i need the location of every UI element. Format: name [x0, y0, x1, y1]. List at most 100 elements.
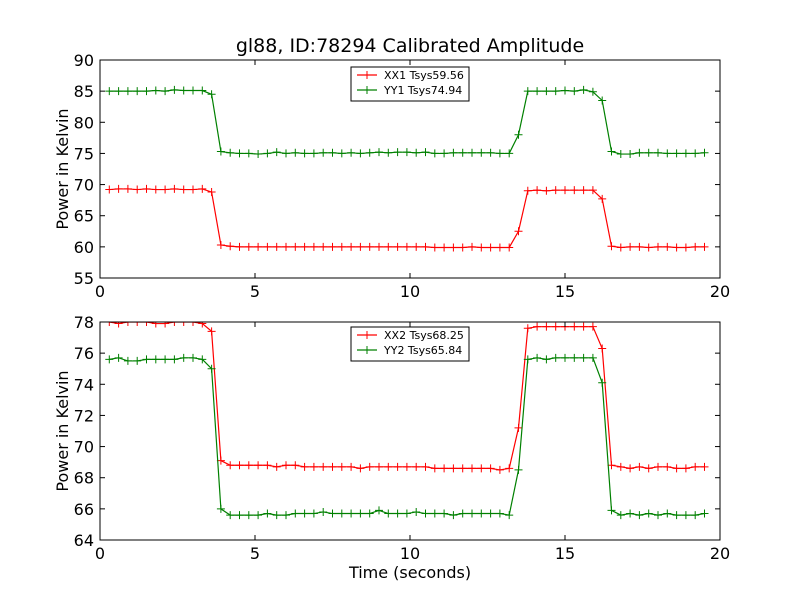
bottom-series-1-point [412, 462, 421, 471]
bottom-series-1-point [337, 462, 346, 471]
bottom-series-2-point [291, 509, 300, 518]
bottom-series-2-point [477, 509, 486, 518]
top-series-2-point [393, 148, 402, 157]
top-series-2-point [179, 86, 188, 95]
bottom-series-2-point [523, 355, 532, 364]
top-series-1-point [179, 185, 188, 194]
bottom-series-2-point [440, 509, 449, 518]
top-series-1-point [663, 242, 672, 251]
top-y-tick-label: 85 [74, 82, 94, 101]
bottom-series-1-point [198, 322, 207, 328]
top-series-1-point [235, 242, 244, 251]
bottom-legend-marker-1 [363, 331, 371, 339]
top-series-1-point [616, 243, 625, 252]
bottom-x-tick-label: 0 [95, 544, 105, 563]
top-series-2-point [533, 87, 542, 96]
bottom-series-1-point [393, 462, 402, 471]
bottom-legend-label-2: YY2 Tsys65.84 [383, 344, 462, 357]
bottom-series-1-point [635, 462, 644, 471]
top-series-1-point [226, 242, 235, 251]
top-series-2-point [412, 148, 421, 157]
bottom-y-tick-label: 72 [74, 406, 94, 425]
top-legend: XX1 Tsys59.56 YY1 Tsys74.94 [350, 66, 470, 102]
top-x-tick-label: 5 [250, 282, 260, 301]
bottom-series-2-point [151, 355, 160, 364]
top-series-1-point [486, 243, 495, 252]
bottom-series-2-point [114, 353, 123, 362]
top-series-1-point [402, 242, 411, 251]
bottom-legend-box [350, 326, 470, 362]
top-series-1-point [691, 242, 700, 251]
top-series-1-point [449, 243, 458, 252]
top-series-1-point [681, 243, 690, 252]
bottom-series-1-point [235, 461, 244, 470]
top-series-1-point [505, 243, 514, 252]
bottom-series-2-point [328, 509, 337, 518]
bottom-series-2-point [161, 355, 170, 364]
bottom-series-2-point [505, 511, 514, 520]
bottom-series-2-point [263, 509, 272, 518]
bottom-series-1-point [328, 462, 337, 471]
bottom-series-1-point [523, 324, 532, 333]
bottom-series-2-point [672, 511, 681, 520]
bottom-series-1-point [133, 322, 142, 326]
bottom-series-2-point [449, 511, 458, 520]
top-y-tick-label: 55 [74, 269, 94, 288]
bottom-series-2-point [542, 355, 551, 364]
bottom-series-1-point [375, 462, 383, 471]
bottom-series-1-point [486, 464, 495, 473]
top-series-1-point [495, 243, 504, 252]
top-series-2-point [570, 87, 579, 96]
bottom-series-2-point [179, 353, 188, 362]
bottom-series-2-point [551, 353, 560, 362]
bottom-series-2-point [198, 355, 207, 364]
bottom-series-2-point [282, 511, 290, 520]
bottom-series-1-point [319, 462, 328, 471]
bottom-series-2-point [272, 511, 281, 520]
chart-title: gl88, ID:78294 Calibrated Amplitude [236, 35, 584, 57]
top-series-2-point [123, 87, 132, 96]
bottom-series-1-point [579, 322, 588, 331]
bottom-x-tick-label: 15 [555, 544, 575, 563]
bottom-series-1-point [626, 464, 635, 473]
top-series-2-point [375, 148, 383, 157]
top-series-2-point [114, 87, 123, 96]
top-series-1-point [263, 242, 272, 251]
bottom-series-1-point [672, 464, 681, 473]
top-series-2-point [514, 130, 523, 139]
bottom-series-1-point [309, 462, 318, 471]
bottom-series-1-point [272, 462, 281, 471]
top-series-2-point [337, 149, 346, 158]
bottom-series-2-point [347, 509, 356, 518]
top-series-1-point [626, 242, 635, 251]
top-series-1-point [672, 243, 681, 252]
top-series-1-point [161, 185, 170, 194]
top-series-2-point [486, 148, 495, 157]
bottom-series-2-point [384, 509, 393, 518]
top-series-1-point [337, 242, 346, 251]
top-series-1-point [700, 242, 709, 251]
top-series-1-point [142, 184, 151, 193]
top-series-2-point [505, 149, 514, 158]
top-series-2-point [105, 87, 114, 96]
top-series-2-point [616, 150, 625, 159]
bottom-series-2-point [337, 509, 346, 518]
top-series-2-point [440, 149, 449, 158]
top-series-1-point [635, 242, 644, 251]
bottom-x-tick-label: 20 [710, 544, 730, 563]
bottom-series-2-point [700, 509, 709, 518]
bottom-series-1-point [588, 322, 597, 331]
top-series-1-point [393, 242, 402, 251]
top-series-2-point [523, 87, 532, 96]
bottom-series-2-point [254, 511, 263, 520]
bottom-series-1-point [384, 462, 393, 471]
top-series-1-point [282, 242, 290, 251]
top-series-2-point [691, 149, 700, 158]
bottom-series-2-point [244, 511, 253, 520]
top-y-tick-label: 90 [74, 51, 94, 70]
top-series-1-point [551, 186, 560, 195]
top-series-2-point [681, 149, 690, 158]
bottom-series-1-point [533, 322, 542, 331]
bottom-series-1-point [551, 322, 560, 331]
bottom-series-2-point [644, 509, 653, 518]
